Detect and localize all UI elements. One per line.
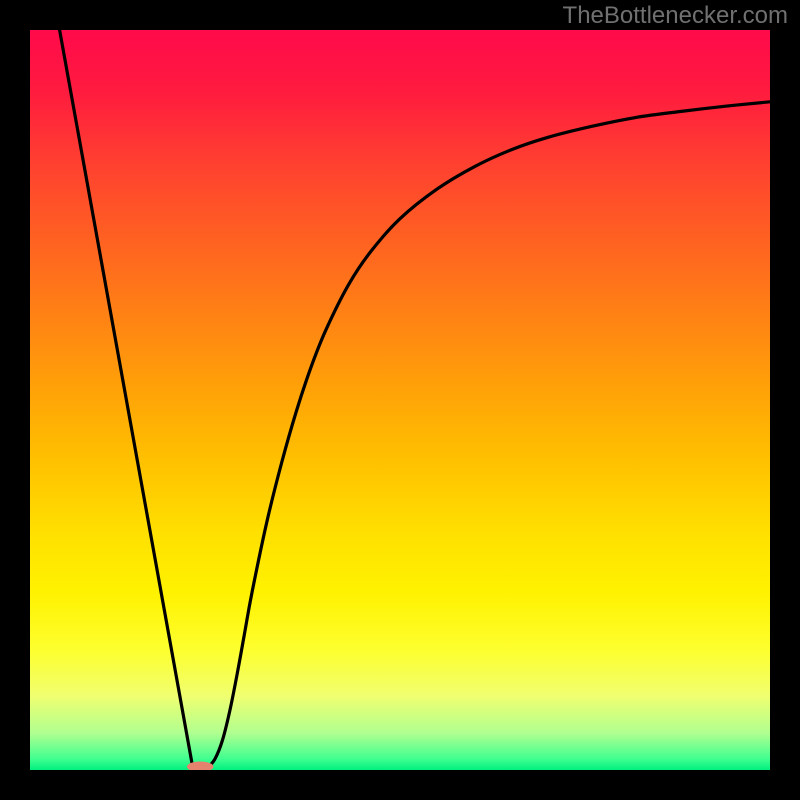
bottleneck-chart [0, 0, 800, 800]
chart-container: TheBottlenecker.com [0, 0, 800, 800]
watermark-label: TheBottlenecker.com [563, 2, 788, 30]
plot-background-gradient [30, 30, 770, 770]
